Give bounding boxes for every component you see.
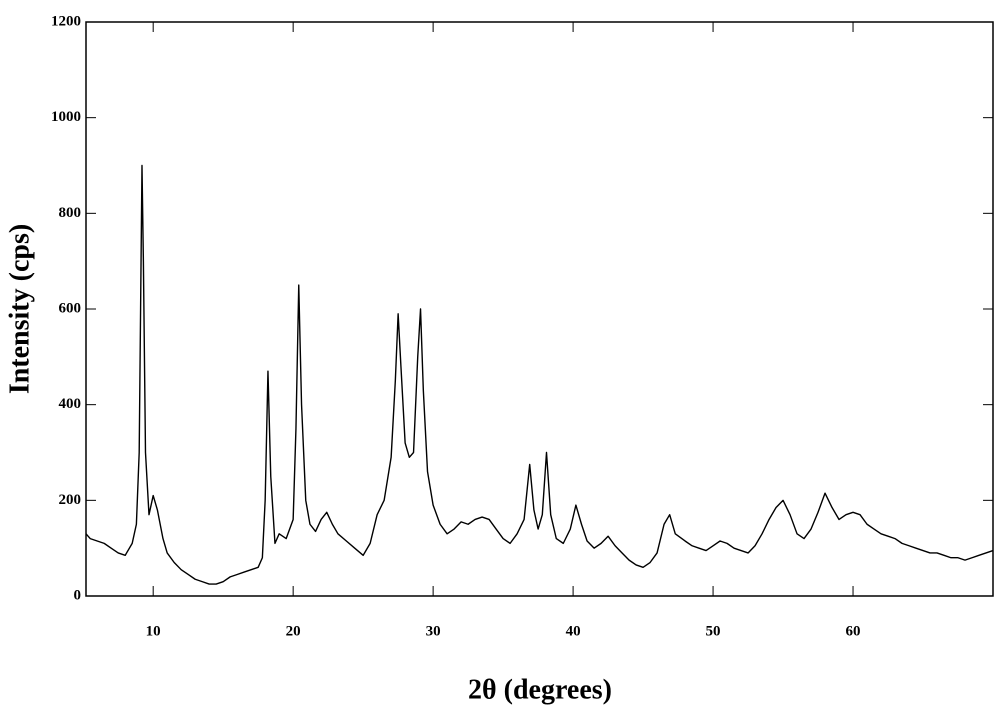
y-tick-label: 400 [59,396,82,412]
x-tick-label: 30 [426,623,441,639]
y-tick-label: 0 [74,587,82,603]
x-tick-label: 10 [146,623,161,639]
y-tick-label: 1000 [51,109,81,125]
y-tick-label: 1200 [51,13,81,29]
y-tick-label: 200 [59,492,82,508]
y-tick-label: 600 [59,300,82,316]
x-axis-title: 2θ (degrees) [468,674,612,705]
x-tick-label: 60 [846,623,861,639]
x-tick-label: 50 [706,623,721,639]
data-line [85,164,994,585]
x-tick-label: 20 [286,623,301,639]
plot-frame [85,21,994,597]
y-tick-label: 800 [59,205,82,221]
x-tick-label: 40 [566,623,581,639]
y-axis-title: Intensity (cps) [4,224,35,394]
